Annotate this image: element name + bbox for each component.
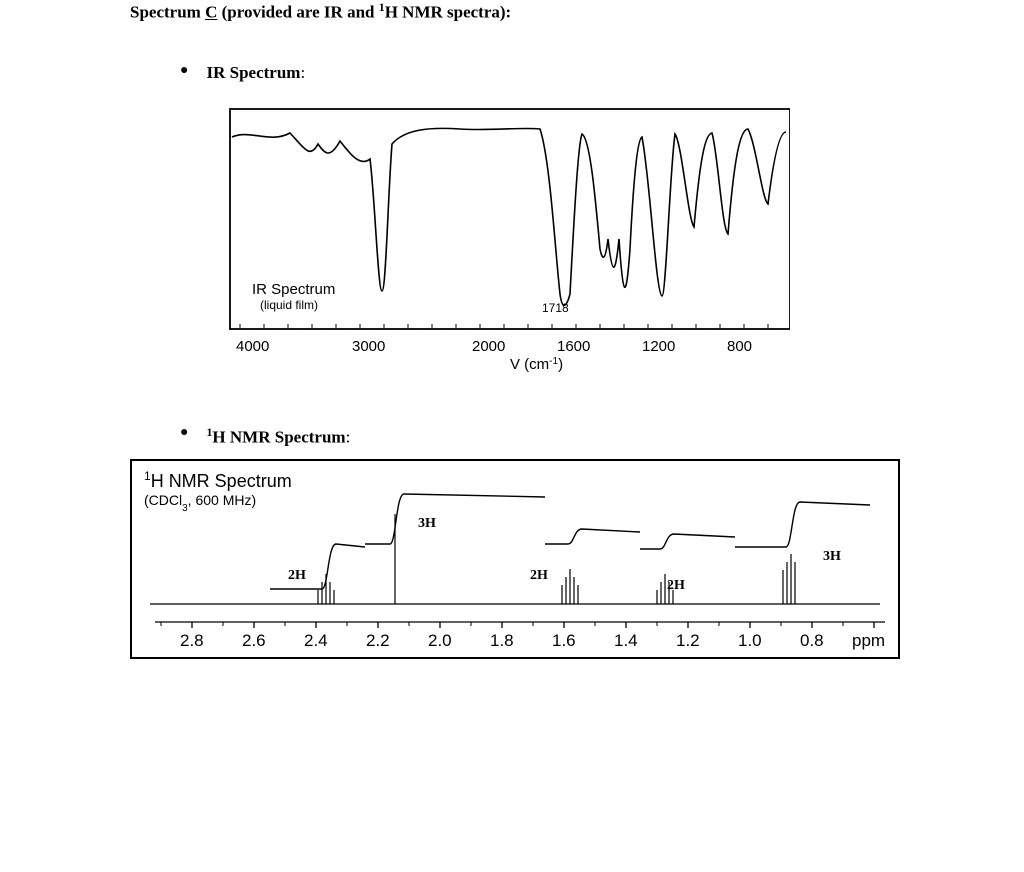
svg-text:3H: 3H xyxy=(418,516,436,531)
title-suffix: (provided are IR and xyxy=(217,3,378,22)
svg-text:1.2: 1.2 xyxy=(676,631,700,650)
nmr-bullet-colon: : xyxy=(346,427,351,446)
ir-bullet-colon: : xyxy=(300,63,305,82)
svg-text:3H: 3H xyxy=(823,549,841,564)
svg-text:1200: 1200 xyxy=(642,338,675,355)
svg-text:1.4: 1.4 xyxy=(614,631,638,650)
svg-text:ppm: ppm xyxy=(852,631,885,650)
ir-bullet-label: IR Spectrum xyxy=(206,63,300,82)
nmr-bullet-label: H NMR Spectrum xyxy=(212,427,345,446)
svg-text:2.8: 2.8 xyxy=(180,631,204,650)
bullet-dot-icon: ● xyxy=(180,425,188,441)
svg-text:2.6: 2.6 xyxy=(242,631,266,650)
bullet-dot-icon: ● xyxy=(180,63,188,79)
title-prefix: Spectrum xyxy=(130,3,205,22)
svg-text:2.2: 2.2 xyxy=(366,631,390,650)
ir-spectrum-chart: IR Spectrum(liquid film) 1718 4000 3000 2000… xyxy=(210,99,790,379)
nmr-bullet: ● 1H NMR Spectrum: xyxy=(180,425,894,448)
svg-text:2H: 2H xyxy=(667,578,685,593)
nmr-spectrum-chart: 1H NMR Spectrum(CDCl3, 600 MHz) 2.8 2.6 2.4… xyxy=(130,459,900,659)
svg-text:1H NMR Spectrum: 1H NMR Spectrum xyxy=(144,469,292,491)
svg-text:2H: 2H xyxy=(288,568,306,583)
svg-text:2000: 2000 xyxy=(472,338,505,355)
svg-text:1.8: 1.8 xyxy=(490,631,514,650)
svg-text:1600: 1600 xyxy=(557,338,590,355)
svg-text:1.0: 1.0 xyxy=(738,631,762,650)
svg-text:3000: 3000 xyxy=(352,338,385,355)
svg-text:2H: 2H xyxy=(530,568,548,583)
svg-text:4000: 4000 xyxy=(236,338,269,355)
svg-text:1.6: 1.6 xyxy=(552,631,576,650)
svg-text:(liquid film): (liquid film) xyxy=(260,298,318,312)
svg-text:(CDCl3, 600 MHz): (CDCl3, 600 MHz) xyxy=(144,492,256,514)
svg-text:0.8: 0.8 xyxy=(800,631,824,650)
svg-text:2.4: 2.4 xyxy=(304,631,328,650)
svg-text:V (cm-1): V (cm-1) xyxy=(510,355,563,373)
ir-bullet: ● IR Spectrum: xyxy=(180,63,894,83)
svg-text:1718: 1718 xyxy=(542,301,569,315)
svg-text:800: 800 xyxy=(727,338,752,355)
title-letter: C xyxy=(205,3,217,22)
svg-text:2.0: 2.0 xyxy=(428,631,452,650)
title-tail: H NMR spectra): xyxy=(385,3,512,22)
page-title: Spectrum C (provided are IR and 1H NMR s… xyxy=(130,0,894,23)
svg-text:IR Spectrum: IR Spectrum xyxy=(252,281,335,298)
